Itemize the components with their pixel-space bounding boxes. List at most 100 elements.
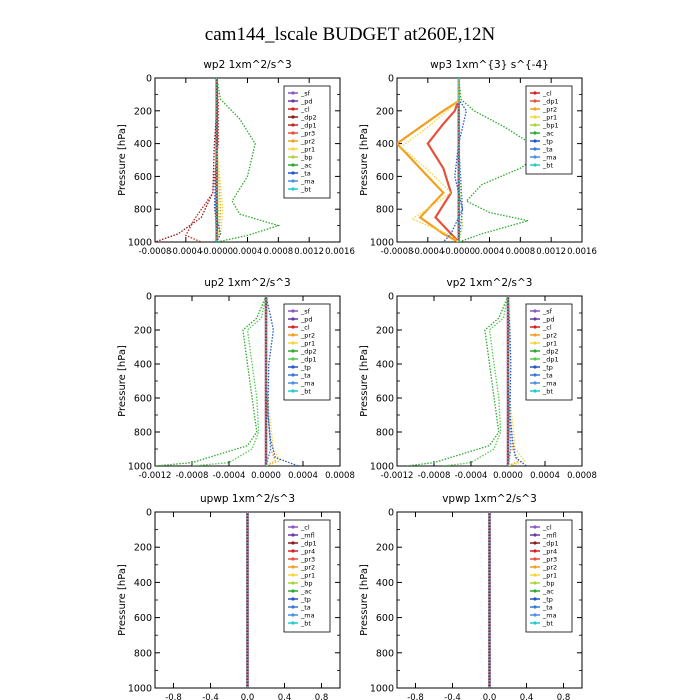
series-line-tp <box>265 296 299 466</box>
x-tick-label: -0.0004 <box>455 471 488 481</box>
y-tick-label: 400 <box>376 360 394 371</box>
legend-marker <box>291 365 295 369</box>
legend-marker <box>291 91 295 95</box>
y-tick-label: 1000 <box>370 238 394 249</box>
series-group <box>397 78 545 242</box>
series-group <box>155 296 299 466</box>
legend-label: _tp <box>300 363 311 371</box>
legend: _cl_mfl_dp1_pr4_pr3_pr2_pr1_bp_ac_tp_ta_… <box>283 519 331 633</box>
legend-marker <box>291 325 295 329</box>
y-tick-label: 1000 <box>128 684 152 695</box>
legend-label: _bp1 <box>542 121 559 129</box>
x-tick-label: 0.0 <box>241 693 255 700</box>
legend-label: _bt <box>300 619 311 627</box>
legend-box <box>283 85 331 199</box>
chart-panel-5: upwp 1xm^2/s^3 0 200 400 600 800 1000 Pressure … <box>117 493 341 700</box>
legend-label: _pd <box>300 315 313 323</box>
y-tick-label: 600 <box>134 394 152 405</box>
legend-marker <box>291 549 295 553</box>
legend-label: _ta <box>542 603 553 611</box>
x-tick-label: -0.0000 <box>200 247 233 257</box>
x-tick-label: 0.0000 <box>251 471 281 481</box>
legend-label: _pr2 <box>542 105 557 113</box>
legend-label: _ta <box>542 371 553 379</box>
y-tick-label: 800 <box>134 205 152 216</box>
legend-marker <box>291 115 295 119</box>
legend-label: _tp <box>542 137 553 145</box>
legend-marker <box>291 309 295 313</box>
legend-label: _ma <box>300 379 315 387</box>
y-tick-label: 400 <box>376 139 394 150</box>
legend-marker <box>533 613 537 617</box>
legend-marker <box>533 525 537 529</box>
legend-label: _sf <box>300 89 311 97</box>
legend: _cl_mfl_dp1_pr4_pr3_pr2_pr1_bp_ac_tp_ta_… <box>525 519 573 633</box>
series-line-tp <box>442 78 468 242</box>
y-axis-label: Pressure [hPa] <box>117 564 128 636</box>
y-tick-label: 1000 <box>128 238 152 249</box>
y-tick-label: 600 <box>376 394 394 405</box>
y-tick-label: 200 <box>134 106 152 117</box>
legend-label: _tp <box>542 363 553 371</box>
legend-marker <box>291 107 295 111</box>
legend-marker <box>533 573 537 577</box>
legend-label: _ma <box>300 611 315 619</box>
series-line-dp2 <box>155 296 267 466</box>
legend-marker <box>291 565 295 569</box>
legend-marker <box>291 179 295 183</box>
legend-label: _dp2 <box>300 113 317 121</box>
legend-marker <box>291 597 295 601</box>
x-tick-label: 0.0004 <box>288 471 318 481</box>
series-line-bp <box>216 78 220 242</box>
legend-label: _ac <box>542 129 554 137</box>
legend-label: _dp2 <box>300 347 317 355</box>
legend-marker <box>533 155 537 159</box>
x-tick-label: 0.0016 <box>325 247 355 257</box>
chart-panel-3: up2 1xm^2/s^3 0 200 400 600 800 1000 Pressure [… <box>117 277 355 481</box>
legend-marker <box>291 557 295 561</box>
x-tick-label: 0.0008 <box>567 471 597 481</box>
legend: _sf_pd_cl_pr2_pr1_dp2_dp1_tp_ta_ma_bt <box>283 303 331 401</box>
x-tick-label: 0.0012 <box>536 247 566 257</box>
legend-marker <box>291 341 295 345</box>
y-tick-label: 400 <box>376 578 394 589</box>
y-tick-label: 200 <box>134 543 152 554</box>
legend-marker <box>533 107 537 111</box>
legend-marker <box>533 373 537 377</box>
legend-marker <box>533 349 537 353</box>
legend-box <box>525 303 573 401</box>
y-axis-label: Pressure [hPa] <box>117 124 128 196</box>
legend-marker <box>533 131 537 135</box>
chart-panel-4: vp2 1xm^2/s^3 0 200 400 600 800 1000 Pressure [… <box>359 277 597 481</box>
x-tick-label: -0.0000 <box>442 247 475 257</box>
legend-label: _sf <box>542 307 553 315</box>
x-tick-label: 0.8 <box>557 693 571 700</box>
legend-label: _pr2 <box>300 137 315 145</box>
legend-marker <box>533 605 537 609</box>
legend-marker <box>291 613 295 617</box>
legend-label: _ma <box>542 611 557 619</box>
y-tick-label: 0 <box>388 74 394 85</box>
legend-marker <box>533 365 537 369</box>
legend-marker <box>291 171 295 175</box>
legend-marker <box>533 581 537 585</box>
legend-label: _dp1 <box>542 97 559 105</box>
legend-label: _ta <box>542 145 553 153</box>
x-tick-label: 0.0004 <box>530 471 560 481</box>
legend-label: _ta <box>300 169 311 177</box>
x-tick-label: 0.4 <box>520 693 534 700</box>
series-line-pr1 <box>399 78 460 242</box>
legend-label: _cl <box>542 323 552 331</box>
y-tick-label: 600 <box>134 613 152 624</box>
legend-marker <box>533 99 537 103</box>
x-tick-label: -0.0008 <box>418 471 451 481</box>
legend-label: _cl <box>300 323 310 331</box>
series-line-pr1 <box>507 296 526 466</box>
legend-box <box>525 519 573 633</box>
x-tick-label: -0.0004 <box>213 471 246 481</box>
legend-marker <box>291 541 295 545</box>
legend-marker <box>291 99 295 103</box>
legend-label: _ac <box>300 161 312 169</box>
legend-marker <box>533 123 537 127</box>
